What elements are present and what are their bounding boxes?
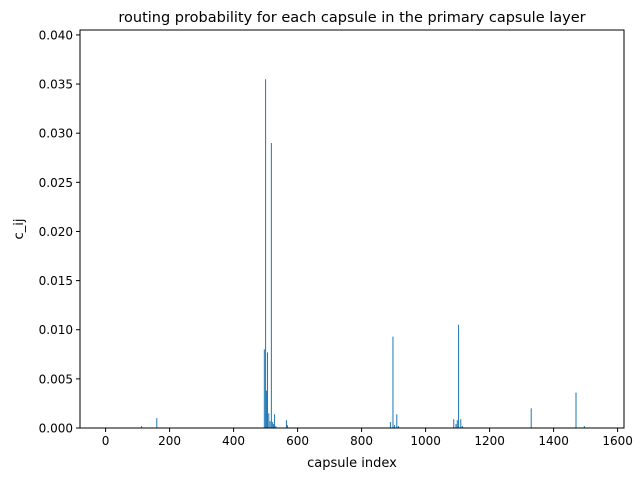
bar (392, 336, 394, 428)
x-tick-label: 200 (158, 434, 181, 448)
y-axis-ticks: 0.000 0.005 0.010 0.015 0.020 0.025 0.030 0.035… (39, 28, 80, 436)
bar (156, 418, 158, 428)
bar (396, 414, 398, 428)
bars-layer (140, 79, 585, 428)
bar (456, 420, 458, 428)
bar (397, 426, 399, 428)
x-tick-label: 600 (286, 434, 309, 448)
bar (270, 143, 272, 428)
bar (389, 422, 391, 428)
bar (263, 349, 265, 428)
y-axis-label: c_ij (12, 219, 27, 240)
bar (583, 426, 585, 428)
y-tick-label: 0.015 (39, 274, 73, 288)
chart-title: routing probability for each capsule in … (118, 10, 585, 26)
y-tick-label: 0.010 (39, 323, 73, 337)
y-tick-label: 0.020 (39, 225, 73, 239)
bar (530, 408, 532, 428)
x-tick-label: 1400 (538, 434, 569, 448)
bar (458, 324, 460, 428)
bar (575, 392, 577, 428)
y-tick-label: 0.030 (39, 127, 73, 141)
plot-frame (79, 29, 625, 429)
bar (273, 424, 275, 428)
bar (268, 413, 270, 428)
x-tick-label: 0 (102, 434, 110, 448)
bar (455, 424, 457, 428)
bar (269, 421, 271, 428)
bar (265, 79, 267, 428)
bar (286, 425, 288, 428)
bar (140, 426, 142, 428)
y-tick-label: 0.025 (39, 176, 73, 190)
x-tick-label: 1600 (602, 434, 633, 448)
x-axis-label: capsule index (307, 456, 397, 471)
bar (272, 422, 274, 428)
y-tick-label: 0.040 (39, 28, 73, 42)
x-tick-label: 1200 (474, 434, 505, 448)
bar (394, 425, 396, 428)
y-tick-label: 0.000 (39, 422, 73, 436)
bar (460, 419, 462, 428)
y-tick-label: 0.035 (39, 78, 73, 92)
x-tick-label: 400 (222, 434, 245, 448)
y-tick-label: 0.005 (39, 372, 73, 386)
bar (285, 420, 287, 428)
bar (461, 426, 463, 428)
bar (267, 352, 269, 428)
bar (275, 426, 277, 428)
bar (453, 419, 455, 428)
x-tick-label: 1000 (410, 434, 441, 448)
x-tick-label: 800 (350, 434, 373, 448)
bar (274, 414, 276, 428)
x-axis-ticks: 0 200 400 600 800 1000 1200 1400 1600 (102, 428, 633, 448)
bar (266, 390, 268, 428)
